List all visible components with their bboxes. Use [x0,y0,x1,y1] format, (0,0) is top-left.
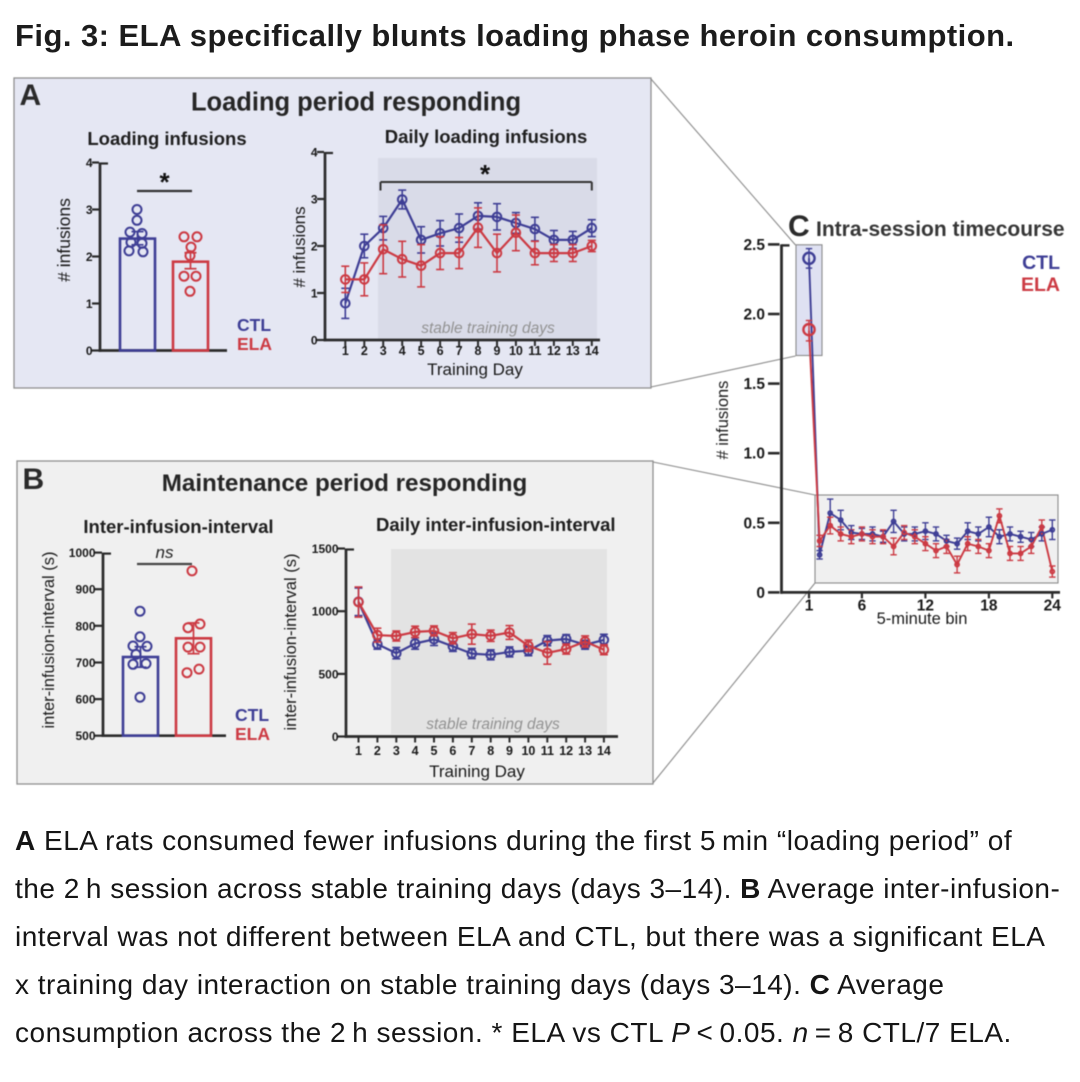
svg-text:5-minute bin: 5-minute bin [877,610,968,628]
svg-text:900: 900 [75,583,95,597]
svg-text:B: B [23,463,45,496]
svg-text:2: 2 [311,240,318,254]
svg-text:Maintenance period responding: Maintenance period responding [162,470,528,497]
svg-text:1: 1 [805,597,814,614]
svg-text:C: C [788,210,810,243]
svg-text:1.5: 1.5 [743,376,765,393]
svg-text:*: * [159,167,170,197]
svg-text:# infusions: # infusions [290,206,309,287]
svg-text:inter-infusion-interval (s): inter-infusion-interval (s) [282,554,300,731]
svg-text:0: 0 [332,730,339,744]
svg-text:A: A [20,79,42,112]
svg-text:12: 12 [917,597,934,614]
svg-text:4: 4 [399,344,406,358]
svg-text:600: 600 [75,693,95,707]
svg-text:3: 3 [311,193,318,207]
svg-text:inter-infusion-interval (s): inter-infusion-interval (s) [40,552,58,729]
svg-text:# infusions: # infusions [54,198,74,282]
svg-text:12: 12 [547,344,561,358]
svg-text:4: 4 [412,744,419,758]
svg-text:*: * [480,159,491,189]
svg-text:500: 500 [75,729,95,743]
svg-text:1: 1 [311,287,318,301]
svg-text:2: 2 [86,250,93,264]
svg-text:1000: 1000 [312,605,339,619]
svg-text:Daily inter-infusion-interval: Daily inter-infusion-interval [376,514,616,535]
svg-text:Inter-infusion-interval: Inter-infusion-interval [83,516,273,537]
svg-text:4: 4 [86,156,93,170]
svg-text:500: 500 [318,667,338,681]
svg-text:10: 10 [509,344,523,358]
svg-text:# infusions: # infusions [714,381,732,460]
svg-text:ns: ns [156,543,174,562]
svg-text:CTL: CTL [237,315,271,335]
svg-text:1: 1 [342,344,349,358]
svg-text:11: 11 [541,744,554,758]
svg-text:12: 12 [559,744,573,758]
svg-text:1500: 1500 [312,542,339,556]
svg-text:0: 0 [756,585,765,602]
svg-text:6: 6 [858,597,867,614]
svg-text:1000: 1000 [69,546,96,560]
svg-text:1: 1 [86,297,93,311]
svg-text:24: 24 [1044,597,1062,614]
svg-text:1.0: 1.0 [743,446,765,463]
svg-text:2.5: 2.5 [743,237,765,254]
svg-text:7: 7 [456,344,463,358]
svg-text:2.0: 2.0 [743,307,765,324]
svg-text:9: 9 [506,744,513,758]
svg-text:Loading infusions: Loading infusions [87,128,246,149]
svg-text:0.5: 0.5 [743,515,765,532]
svg-text:3: 3 [393,744,400,758]
svg-text:stable training days: stable training days [426,716,560,733]
svg-text:Intra-session timecourse: Intra-session timecourse [816,218,1065,241]
svg-text:700: 700 [75,656,95,670]
svg-text:14: 14 [585,344,599,358]
svg-text:6: 6 [449,744,456,758]
svg-text:10: 10 [521,744,535,758]
svg-text:8: 8 [487,744,494,758]
svg-text:CTL: CTL [235,705,269,725]
svg-text:3: 3 [380,344,387,358]
svg-text:4: 4 [311,146,318,160]
svg-text:Training Day: Training Day [429,762,525,781]
svg-text:13: 13 [566,344,580,358]
svg-text:1: 1 [355,744,362,758]
svg-text:ELA: ELA [237,334,272,354]
svg-text:5: 5 [418,344,425,358]
svg-text:7: 7 [468,744,475,758]
svg-text:0: 0 [86,344,93,358]
svg-text:8: 8 [475,344,482,358]
svg-text:3: 3 [86,203,93,217]
svg-text:800: 800 [75,619,95,633]
svg-text:2: 2 [361,344,368,358]
svg-text:11: 11 [528,344,541,358]
svg-text:2: 2 [374,744,381,758]
svg-text:5: 5 [431,744,438,758]
svg-text:ELA: ELA [235,724,270,744]
svg-text:13: 13 [578,744,592,758]
svg-text:0: 0 [311,334,318,348]
svg-text:18: 18 [980,597,998,614]
svg-text:CTL: CTL [1022,252,1060,274]
svg-text:Loading period responding: Loading period responding [191,89,521,117]
svg-text:stable training days: stable training days [421,320,555,337]
svg-text:6: 6 [437,344,444,358]
svg-text:Daily loading infusions: Daily loading infusions [385,126,588,147]
svg-text:9: 9 [494,344,501,358]
svg-text:14: 14 [597,744,611,758]
svg-text:Training Day: Training Day [427,360,523,379]
svg-text:ELA: ELA [1021,274,1060,296]
